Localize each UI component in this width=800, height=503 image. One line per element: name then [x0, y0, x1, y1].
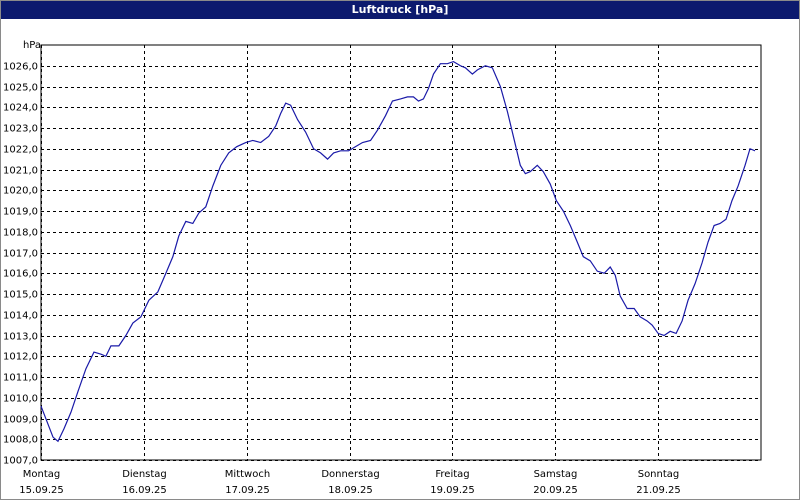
x-tick-label: Montag: [23, 469, 60, 480]
x-tick-date: 19.09.25: [430, 485, 475, 496]
x-tick-label: Samstag: [534, 469, 578, 480]
x-tick-label: Sonntag: [638, 469, 680, 480]
y-tick-label: 1010,0: [3, 394, 38, 405]
y-tick-label: 1013,0: [3, 332, 38, 343]
x-tick-date: 16.09.25: [122, 485, 167, 496]
y-axis-label: hPa: [23, 40, 41, 51]
x-tick-label: Freitag: [435, 469, 469, 480]
plot-area: [40, 44, 762, 461]
x-tick-date: 20.09.25: [533, 485, 578, 496]
x-tick-label: Mittwoch: [225, 469, 270, 480]
chart-title: Luftdruck [hPa]: [1, 1, 799, 19]
x-tick-date: 15.09.25: [19, 485, 64, 496]
y-tick-label: 1024,0: [3, 103, 38, 114]
y-tick-label: 1011,0: [3, 373, 38, 384]
x-tick-date: 21.09.25: [636, 485, 681, 496]
y-tick-label: 1009,0: [3, 415, 38, 426]
y-tick-label: 1022,0: [3, 145, 38, 156]
y-tick-label: 1015,0: [3, 290, 38, 301]
y-tick-label: 1019,0: [3, 207, 38, 218]
y-tick-label: 1021,0: [3, 166, 38, 177]
chart: hPa 1007,0 1008,0 1009,0 1010,0 1011,0 1012,0…: [3, 40, 762, 496]
y-tick-label: 1014,0: [3, 311, 38, 322]
x-tick-date: 18.09.25: [328, 485, 373, 496]
x-tick-date: 17.09.25: [225, 485, 270, 496]
y-tick-label: 1008,0: [3, 435, 38, 446]
y-tick-label: 1025,0: [3, 83, 38, 94]
y-tick-label: 1017,0: [3, 249, 38, 260]
y-tick-label: 1016,0: [3, 269, 38, 280]
x-tick-label: Donnerstag: [321, 469, 379, 480]
y-tick-label: 1007,0: [3, 456, 38, 467]
x-tick-label: Dienstag: [122, 469, 167, 480]
y-tick-label: 1012,0: [3, 352, 38, 363]
y-tick-label: 1018,0: [3, 228, 38, 239]
y-tick-label: 1026,0: [3, 62, 38, 73]
data-line: [40, 60, 756, 443]
y-tick-label: 1020,0: [3, 186, 38, 197]
y-tick-label: 1023,0: [3, 124, 38, 135]
